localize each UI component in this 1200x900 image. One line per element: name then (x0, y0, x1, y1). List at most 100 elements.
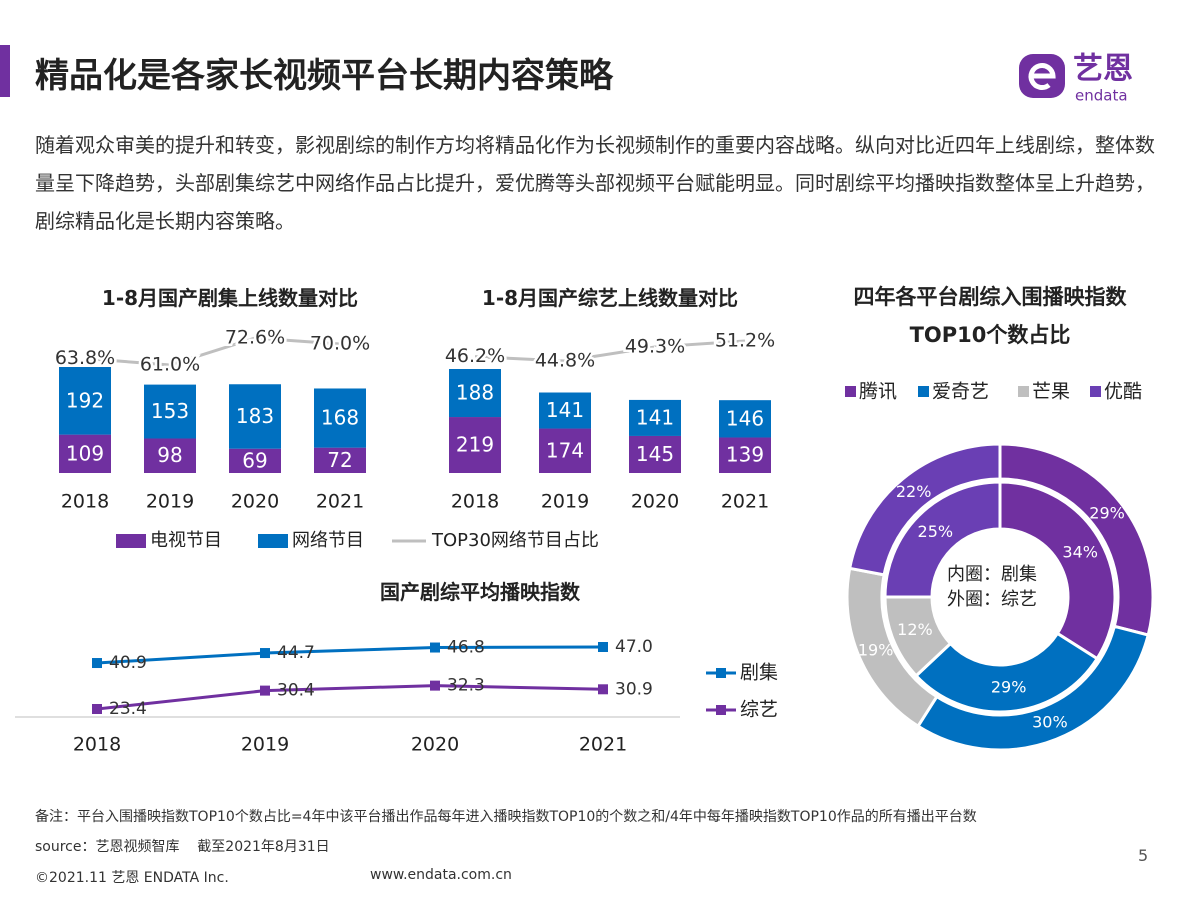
point-label: 47.0 (615, 637, 653, 657)
bar-label: 183 (236, 404, 274, 428)
x-tick-label: 2018 (73, 734, 121, 756)
bar-label: 174 (546, 438, 584, 462)
legend-swatch (918, 386, 929, 397)
center-annotation: 外圈：综艺 (947, 589, 1037, 610)
bar-label: 145 (636, 442, 674, 466)
bar (144, 438, 196, 473)
chart-title: 1-8月国产剧集上线数量对比 (101, 286, 359, 310)
legend-label: 优酷 (1104, 381, 1142, 403)
bar-label: 98 (157, 443, 182, 467)
line-label: 46.2% (445, 345, 505, 367)
source: source：艺恩视频智库 截至2021年8月31日 (35, 839, 330, 855)
donut-slice (914, 631, 1100, 714)
bar (144, 384, 196, 439)
bar (719, 400, 771, 438)
bar (229, 448, 281, 473)
legend-label: 爱奇艺 (932, 381, 989, 403)
line-label: 63.8% (55, 347, 115, 369)
legend-swatch (258, 534, 288, 548)
logo-e (1028, 63, 1056, 90)
point-label: 32.3 (447, 676, 485, 696)
bar-label: 69 (242, 448, 267, 472)
website: www.endata.com.cn (370, 867, 512, 883)
bar (629, 435, 681, 473)
donut-slice (998, 480, 1117, 661)
chart-title: 四年各平台剧综入围播映指数TOP10个数占比 (853, 285, 1127, 347)
slice-label: 29% (991, 678, 1027, 697)
title-accent (0, 45, 10, 97)
ratio-line (474, 339, 746, 363)
x-tick-label: 2020 (411, 734, 459, 756)
point-marker (260, 648, 270, 659)
slice-label: 29% (1089, 503, 1125, 522)
bar (59, 434, 111, 473)
point-label: 30.9 (615, 679, 653, 699)
legend-swatch (845, 386, 856, 397)
ratio-line (84, 336, 341, 367)
x-tick-label: 2020 (631, 491, 679, 513)
bar (539, 428, 591, 473)
line-label: 70.0% (310, 333, 370, 355)
slice-label: 22% (896, 482, 932, 501)
legend-label: 电视节目 (150, 530, 222, 551)
bar-label: 168 (321, 406, 359, 430)
logo: 艺恩 endata (1019, 52, 1133, 105)
point-label: 44.7 (277, 643, 315, 663)
legend-label: 网络节目 (292, 530, 364, 551)
chart-title: 国产剧综平均播映指数 (380, 580, 580, 604)
slide-title: 精品化是各家长视频平台长期内容策略 (35, 56, 613, 96)
line-label: 51.2% (715, 330, 775, 352)
bar-label: 141 (636, 405, 674, 429)
line-label: 44.8% (535, 350, 595, 372)
bar-label: 219 (456, 433, 494, 457)
point-label: 30.4 (277, 681, 315, 701)
bar-label: 188 (456, 381, 494, 405)
x-tick-label: 2018 (61, 491, 109, 513)
legend-label: 综艺 (740, 699, 778, 721)
slice-label: 34% (1062, 542, 1098, 561)
legend-label: 芒果 (1032, 381, 1070, 403)
x-tick-label: 2019 (241, 734, 289, 756)
legend-label: 剧集 (740, 662, 778, 684)
legend-swatch (1090, 386, 1101, 397)
center-annotation: 内圈：剧集 (947, 564, 1037, 585)
chart-title: 1-8月国产综艺上线数量对比 (481, 286, 739, 310)
bar-label: 141 (546, 398, 584, 422)
x-tick-label: 2021 (721, 491, 769, 513)
legend-swatch (116, 534, 146, 548)
x-tick-label: 2020 (231, 491, 279, 513)
x-tick-label: 2021 (316, 491, 364, 513)
point-marker (92, 658, 102, 669)
x-tick-label: 2021 (579, 734, 627, 756)
legend-swatch (1018, 386, 1029, 397)
bar-label: 109 (66, 441, 104, 465)
point-label: 46.8 (447, 638, 485, 658)
bar (229, 384, 281, 449)
donut-slice (883, 480, 1002, 599)
logo-subtext: endata (1075, 87, 1128, 105)
slice-label: 30% (1032, 712, 1068, 731)
line-label: 61.0% (140, 354, 200, 376)
point-marker (430, 680, 440, 691)
page-number: 5 (1138, 846, 1149, 865)
point-marker (430, 642, 440, 653)
bar (449, 417, 501, 473)
intro-paragraph: 随着观众审美的提升和转变，影视剧综的制作方均将精品化作为长视频制作的重要内容战略… (35, 133, 1155, 233)
series-line (96, 684, 604, 711)
bar (629, 399, 681, 436)
logo-text: 艺恩 (1073, 52, 1133, 87)
bar (314, 447, 366, 473)
point-marker (92, 704, 102, 714)
legend-marker (716, 668, 726, 678)
bar-label: 72 (327, 448, 352, 472)
bar (449, 369, 501, 418)
bar (59, 367, 111, 435)
bar-label: 139 (726, 443, 764, 467)
slice-label: 12% (897, 620, 933, 639)
bar (314, 388, 366, 448)
legend-label: TOP30网络节目占比 (431, 530, 599, 551)
bar-label: 153 (151, 399, 189, 423)
point-marker (598, 684, 608, 695)
bar-label: 192 (66, 388, 104, 412)
